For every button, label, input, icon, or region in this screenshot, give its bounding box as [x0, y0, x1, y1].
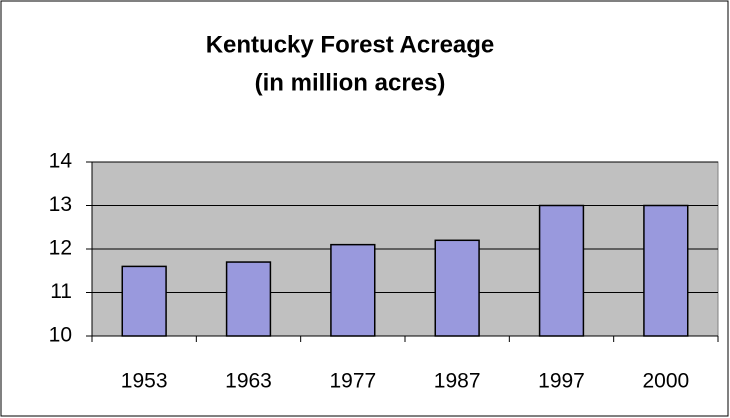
- y-tick-label: 10: [49, 324, 72, 347]
- y-tick-label: 13: [49, 193, 72, 216]
- x-tick-label: 1997: [538, 370, 585, 393]
- x-tick-label: 1963: [225, 370, 272, 393]
- y-tick-label: 12: [49, 237, 72, 260]
- x-tick-label: 2000: [642, 370, 689, 393]
- chart-title: Kentucky Forest Acreage: [206, 31, 495, 58]
- y-tick-label: 11: [50, 280, 72, 303]
- bar: [434, 239, 480, 337]
- x-tick-label: 1977: [329, 370, 376, 393]
- bar: [225, 261, 272, 337]
- y-tick-label: 14: [49, 150, 73, 173]
- chart-subtitle: (in million acres): [255, 69, 446, 96]
- bar: [330, 243, 376, 337]
- bar: [538, 204, 585, 337]
- bar: [121, 265, 167, 337]
- x-tick-label: 1953: [121, 370, 168, 393]
- x-tick-label: 1987: [434, 370, 481, 393]
- bar: [643, 204, 689, 337]
